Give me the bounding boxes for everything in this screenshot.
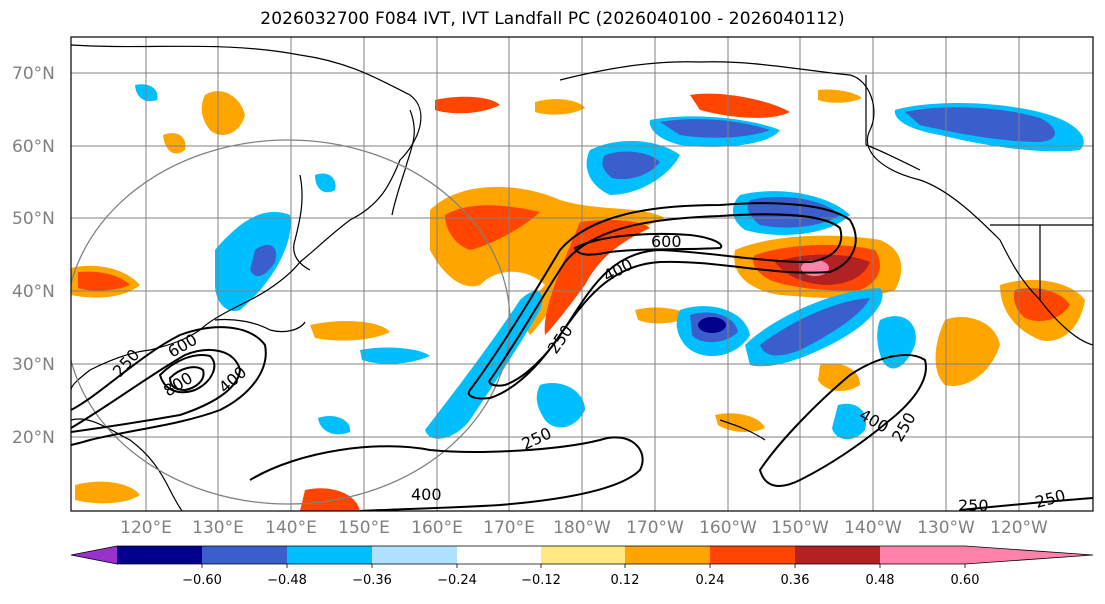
colorbar-tick-label: −0.24 <box>437 573 477 588</box>
map-frame <box>70 36 1094 512</box>
latitude-labels: 70°N 60°N 50°N 40°N 30°N 20°N <box>12 64 55 448</box>
colorbar-segment <box>625 546 710 564</box>
lon-label: 140°E <box>265 518 317 538</box>
colorbar-tick-label: 0.12 <box>611 573 640 588</box>
coastlines <box>71 44 1093 511</box>
positive-anomaly-region <box>310 320 390 341</box>
lat-label: 20°N <box>12 428 55 448</box>
positive-anomaly-region <box>635 307 690 324</box>
figure-title: 2026032700 F084 IVT, IVT Landfall PC (20… <box>260 9 845 29</box>
colorbar-segment <box>710 546 795 564</box>
positive-anomaly-region <box>163 133 186 154</box>
negative-anomaly-core <box>602 151 660 180</box>
contour-label: 600 <box>651 232 682 251</box>
ivt-contour-400 <box>758 354 927 487</box>
longitude-labels: 120°E 130°E 140°E 150°E 160°E 170°E 180°… <box>120 518 1048 538</box>
contour-label: 400 <box>411 485 442 504</box>
negative-anomaly-core <box>747 196 840 228</box>
lon-label: 130°W <box>917 518 975 538</box>
lat-label: 60°N <box>12 137 55 157</box>
colorbar-tick-label: 0.60 <box>951 573 980 588</box>
lat-label: 70°N <box>12 64 55 84</box>
landfall-region-circle <box>71 139 511 505</box>
negative-anomaly-region <box>318 415 351 435</box>
lon-label: 150°E <box>338 518 390 538</box>
colorbar-extend-low <box>71 546 117 564</box>
colorbar-segment <box>202 546 287 564</box>
positive-anomaly-core <box>78 271 130 291</box>
colorbar-tick-label: −0.60 <box>182 573 222 588</box>
positive-anomaly-region <box>201 91 245 135</box>
lat-label: 30°N <box>12 355 55 375</box>
negative-anomaly-core <box>250 244 277 277</box>
ivt-contour-250 <box>959 497 1093 511</box>
negative-anomaly-core <box>660 119 770 138</box>
colorbar-segment <box>372 546 457 564</box>
lon-label: 170°W <box>626 518 684 538</box>
colorbar-tick-label: 0.36 <box>781 573 810 588</box>
positive-anomaly-region <box>435 96 500 114</box>
map-content: 600 400 250 250 800 600 400 250 400 250 … <box>71 37 1093 515</box>
positive-anomaly-region <box>935 317 1000 386</box>
ivt-contour-800 <box>168 366 205 392</box>
colorbar-segment <box>541 546 625 564</box>
positive-anomaly-core <box>544 220 650 335</box>
lat-label: 40°N <box>12 282 55 302</box>
lon-label: 180°W <box>553 518 611 538</box>
positive-anomaly-region <box>818 363 860 392</box>
colorbar-segment <box>117 546 202 564</box>
negative-anomaly-region <box>315 173 336 193</box>
graticule <box>71 37 1093 511</box>
ivt-contour-400 <box>71 349 242 433</box>
ivt-contours <box>71 202 1093 511</box>
lon-label: 130°E <box>192 518 244 538</box>
colorbar: −0.60 −0.48 −0.36 −0.24 −0.12 0.12 0.24 … <box>70 545 1094 588</box>
negative-anomaly-region <box>360 347 430 364</box>
colorbar-segment <box>287 546 372 564</box>
colorbar-tick-label: 0.24 <box>696 573 725 588</box>
colorbar-segment <box>880 546 965 564</box>
lat-label: 50°N <box>12 209 55 229</box>
ivt-contour-600 <box>158 354 216 394</box>
ivt-contour-250 <box>71 326 267 446</box>
colorbar-extend-high <box>965 546 1093 564</box>
colorbar-tick-label: −0.36 <box>352 573 392 588</box>
negative-anomaly-core <box>905 107 1055 142</box>
positive-anomaly-core <box>1013 288 1070 322</box>
colorbar-segment <box>457 546 541 564</box>
positive-anomaly-region <box>818 89 862 103</box>
lon-label: 170°E <box>483 518 535 538</box>
colorbar-tick-label: 0.48 <box>866 573 895 588</box>
colorbar-segment <box>795 546 880 564</box>
positive-anomaly-region <box>690 93 790 118</box>
lon-label: 160°W <box>699 518 757 538</box>
negative-anomaly-region <box>832 403 866 440</box>
contour-label: 250 <box>958 496 989 515</box>
positive-anomaly-region <box>535 99 585 115</box>
ivt-contour-600 <box>573 232 723 256</box>
negative-anomaly-region <box>536 382 585 428</box>
positive-anomaly-region <box>75 481 140 504</box>
colorbar-tick-label: −0.12 <box>521 573 561 588</box>
lon-label: 120°W <box>990 518 1048 538</box>
lon-label: 140°W <box>844 518 902 538</box>
colorbar-tick-label: −0.48 <box>267 573 307 588</box>
lon-label: 150°W <box>771 518 829 538</box>
min-anomaly-spot <box>698 317 726 333</box>
lon-label: 160°E <box>411 518 463 538</box>
lon-label: 120°E <box>120 518 172 538</box>
positive-anomaly-region <box>300 488 360 511</box>
ivt-contour-250 <box>249 436 644 511</box>
negative-anomaly-core <box>760 298 870 356</box>
